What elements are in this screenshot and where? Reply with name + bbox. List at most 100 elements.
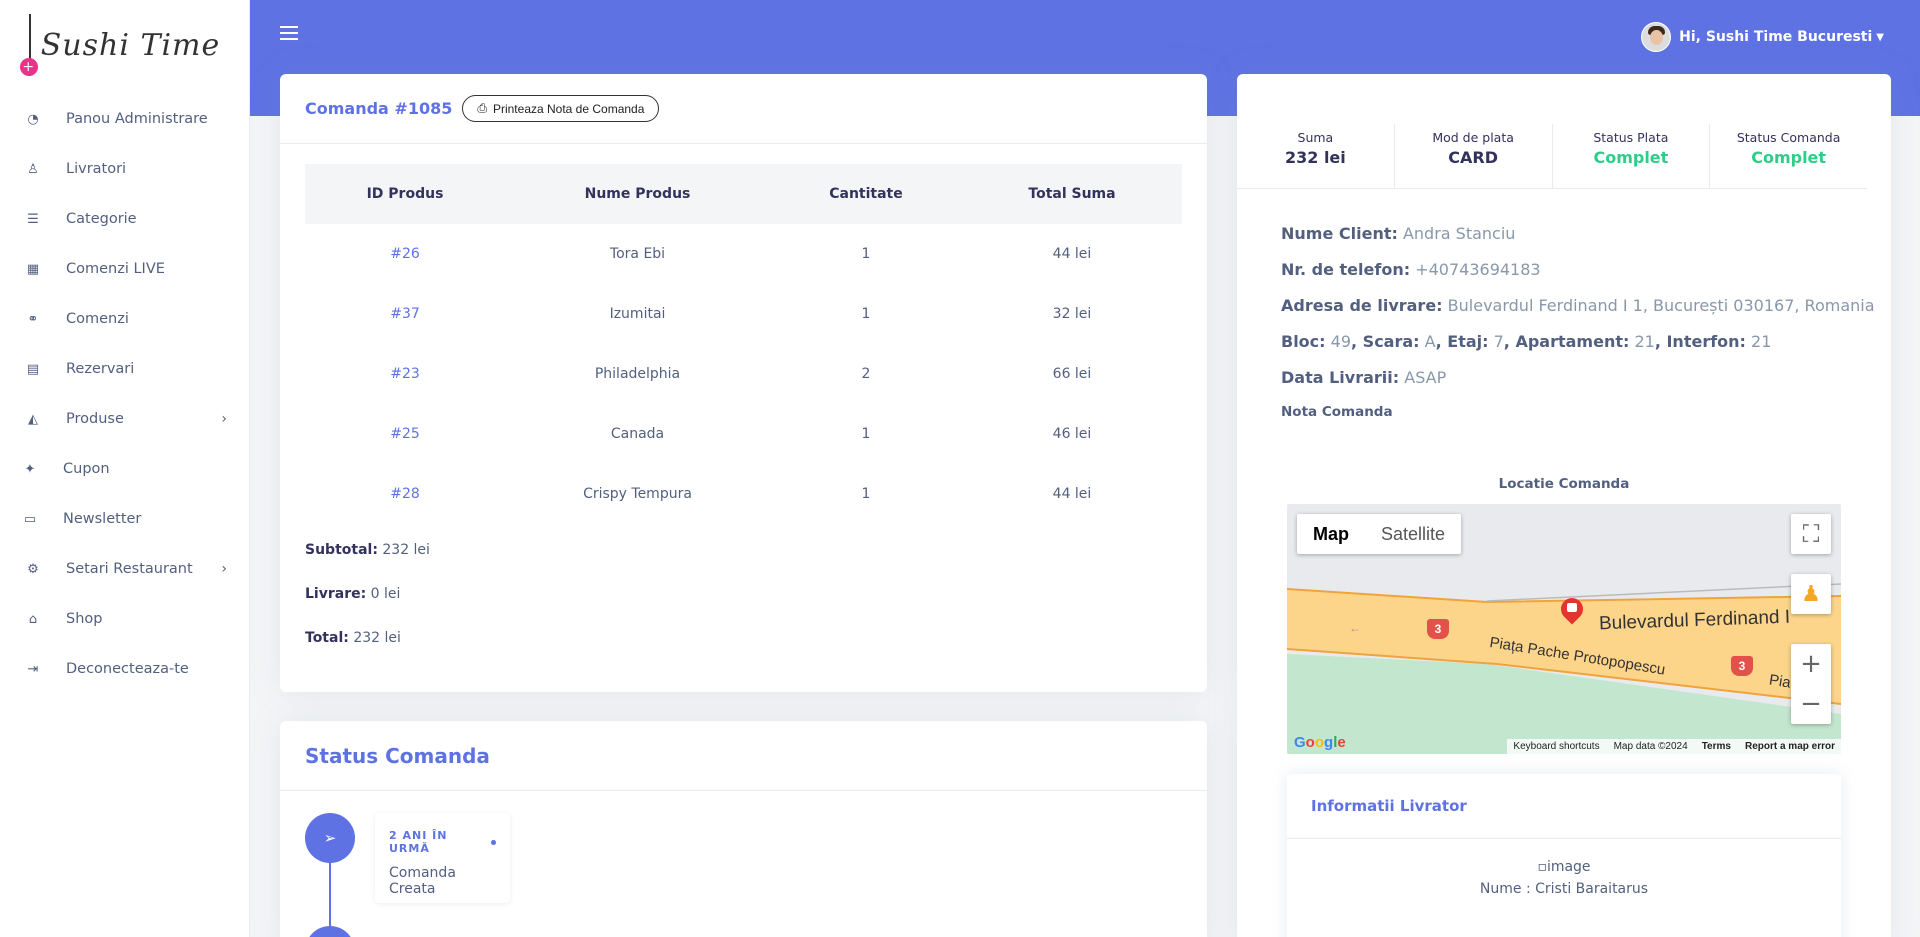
- product-id-link[interactable]: #37: [390, 306, 420, 322]
- sidebar-nav: ◔ Panou Administrare ♙ Livratori ☰ Categ…: [0, 94, 249, 694]
- grid-icon: ▦: [26, 261, 40, 277]
- courier-info-title: Informatii Livrator: [1287, 774, 1841, 839]
- pegman-icon[interactable]: ♟: [1791, 574, 1831, 614]
- product-name: Canada: [610, 426, 665, 442]
- table-header-row: ID Produs Nume Produs Cantitate Total Su…: [305, 164, 1182, 224]
- order-location-map[interactable]: Map Satellite ⛶ ♟ + − ← 3 3 Bulevardul F…: [1287, 504, 1841, 754]
- print-order-button[interactable]: ⎙ Printeaza Nota de Comanda: [462, 95, 660, 122]
- timeline-line: [329, 839, 331, 937]
- pin-marker-icon: [1567, 603, 1577, 612]
- sidebar-item-deconecteaza[interactable]: ⇥ Deconecteaza-te: [27, 661, 189, 677]
- product-id-link[interactable]: #23: [390, 366, 420, 382]
- map-tab-map[interactable]: Map: [1313, 523, 1349, 544]
- list-icon: ☰: [27, 211, 39, 227]
- map-attribution: Keyboard shortcuts Map data ©2024 Terms …: [1507, 739, 1841, 754]
- chevron-right-icon: ›: [221, 561, 227, 577]
- calendar-icon: ▤: [26, 361, 40, 377]
- logout-icon: ⇥: [27, 661, 39, 677]
- order-items-table: ID Produs Nume Produs Cantitate Total Su…: [305, 164, 1182, 524]
- report-map-error-link[interactable]: Report a map error: [1744, 741, 1835, 752]
- product-total: 44 lei: [1052, 486, 1092, 502]
- map-title: Locatie Comanda: [1498, 476, 1630, 492]
- route-shield-icon: 3: [1731, 656, 1753, 676]
- sidebar-item-setari-restaurant[interactable]: ⚙ Setari Restaurant ›: [27, 561, 227, 577]
- sidebar-item-cupon[interactable]: ✦ Cupon: [24, 461, 110, 477]
- google-logo[interactable]: Google: [1294, 734, 1346, 751]
- column-header: Cantitate: [770, 164, 962, 224]
- timeline-text: Comanda Creata: [389, 865, 456, 897]
- terms-link[interactable]: Terms: [1701, 741, 1731, 752]
- zoom-out-icon[interactable]: −: [1800, 689, 1822, 719]
- order-card: Comanda #1085 ⎙ Printeaza Nota de Comand…: [280, 74, 1207, 692]
- order-title: Comanda #1085: [305, 99, 453, 118]
- sidebar: + Sushi Time ◔ Panou Administrare ♙ Livr…: [0, 0, 250, 937]
- stat-status-comanda: Status Comanda Complet: [1736, 130, 1841, 167]
- column-header: Nume Produs: [505, 164, 770, 224]
- column-header: Total Suma: [962, 164, 1182, 224]
- order-note-label: Nota Comanda: [1281, 404, 1393, 420]
- table-row: #23 Philadelphia 2 66 lei: [305, 344, 1182, 404]
- hamburger-menu-icon[interactable]: [280, 26, 298, 40]
- stat-mod-plata: Mod de plata CARD: [1395, 124, 1553, 188]
- chevron-right-icon: ›: [221, 411, 227, 427]
- client-name: Nume Client: Andra Stanciu: [1281, 224, 1516, 243]
- sidebar-item-categorie[interactable]: ☰ Categorie: [27, 211, 137, 227]
- status-header: Status Comanda: [280, 721, 1207, 791]
- avatar: [1641, 22, 1672, 52]
- product-id-link[interactable]: #26: [390, 246, 420, 262]
- sidebar-item-newsletter[interactable]: ▭ Newsletter: [23, 511, 142, 527]
- courier-name: Nume : Cristi Baraitarus: [1479, 881, 1649, 897]
- timeline-next-icon: [305, 926, 355, 937]
- delivery-date: Data Livrarii: ASAP: [1281, 368, 1447, 387]
- sidebar-item-shop[interactable]: ⌂ Shop: [0, 594, 249, 644]
- broken-image-icon: ▫: [1537, 859, 1547, 875]
- product-id-link[interactable]: #28: [390, 486, 420, 502]
- sidebar-item-livratori[interactable]: ♙ Livratori: [27, 161, 127, 177]
- product-qty: 1: [861, 306, 871, 322]
- order-totals: Subtotal: 232 lei Livrare: 0 lei Total: …: [305, 542, 430, 674]
- arrow-left-icon: ←: [1349, 621, 1361, 635]
- logo[interactable]: + Sushi Time: [0, 0, 249, 90]
- dashboard-icon: ◔: [27, 111, 39, 127]
- stat-suma: Suma 232 lei: [1237, 124, 1395, 188]
- fullscreen-icon[interactable]: ⛶: [1791, 514, 1831, 554]
- paper-plane-icon: ➢: [305, 813, 355, 863]
- sidebar-item-comenzi-live[interactable]: ▦ Comenzi LIVE: [26, 261, 165, 277]
- user-icon: ♙: [27, 161, 39, 177]
- zoom-in-icon[interactable]: +: [1800, 649, 1822, 679]
- map-data-text: Map data ©2024: [1613, 741, 1688, 752]
- bicycle-icon: ⚭: [27, 311, 39, 327]
- product-qty: 1: [861, 426, 871, 442]
- sidebar-item-panou-administrare[interactable]: ◔ Panou Administrare: [27, 111, 208, 127]
- sidebar-item-produse[interactable]: ◭ Produse ›: [28, 411, 227, 427]
- cogs-icon: ⚙: [27, 561, 39, 577]
- card-icon: ▭: [23, 511, 37, 527]
- table-row: #26 Tora Ebi 1 44 lei: [305, 224, 1182, 284]
- user-menu[interactable]: Hi, Sushi Time Bucuresti ▼: [1641, 22, 1884, 52]
- product-name: Tora Ebi: [609, 246, 666, 262]
- map-tab-satellite[interactable]: Satellite: [1381, 523, 1446, 544]
- stat-status-plata: Status Plata Complet: [1553, 124, 1711, 188]
- client-info: Nume Client: Andra Stanciu Nr. de telefo…: [1281, 224, 1875, 440]
- keyboard-shortcuts-link[interactable]: Keyboard shortcuts: [1513, 741, 1600, 752]
- status-title: Status Comanda: [305, 743, 490, 768]
- product-id-link[interactable]: #25: [390, 426, 420, 442]
- product-name: Philadelphia: [594, 366, 681, 382]
- map-type-tabs: Map Satellite: [1297, 514, 1462, 554]
- sidebar-item-rezervari[interactable]: ▤ Rezervari: [26, 361, 135, 377]
- map-footer: Google Keyboard shortcuts Map data ©2024…: [1287, 734, 1841, 754]
- printer-icon: ⎙: [477, 101, 487, 115]
- column-header: ID Produs: [305, 164, 505, 224]
- store-icon: ⌂: [28, 611, 38, 627]
- product-name: Izumitai: [609, 306, 666, 322]
- client-building: Bloc: 49, Scara: A, Etaj: 7, Apartament:…: [1281, 332, 1772, 351]
- product-qty: 2: [861, 366, 871, 382]
- sidebar-item-comenzi[interactable]: ⚭ Comenzi: [27, 311, 129, 327]
- product-total: 66 lei: [1052, 366, 1092, 382]
- delivery-line: Livrare: 0 lei: [305, 586, 401, 602]
- total-line: Total: 232 lei: [305, 630, 401, 646]
- route-shield-icon: 3: [1427, 619, 1449, 639]
- product-total: 32 lei: [1052, 306, 1092, 322]
- pizza-icon: ◭: [28, 411, 38, 427]
- product-total: 44 lei: [1052, 246, 1092, 262]
